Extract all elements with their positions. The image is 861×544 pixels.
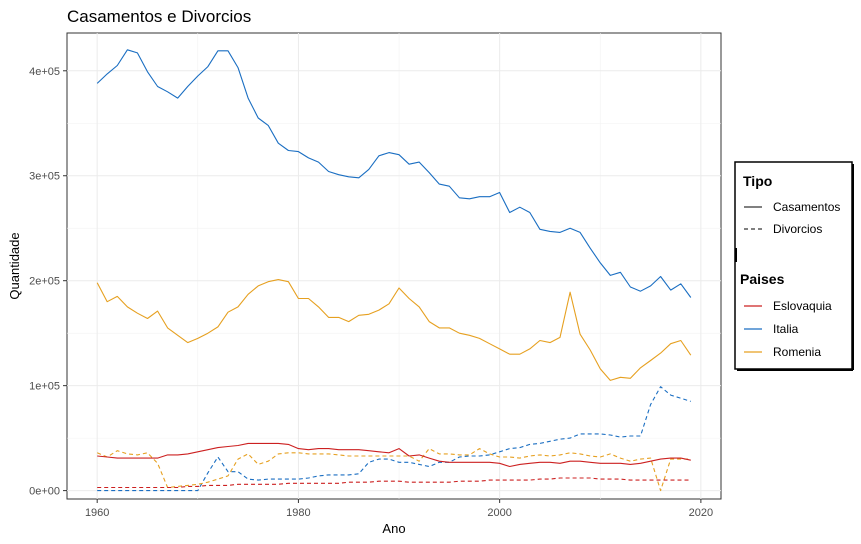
y-tick-label: 4e+05 xyxy=(29,66,60,78)
x-tick-label: 2020 xyxy=(689,507,713,519)
series-line-italia-divorcios xyxy=(97,386,691,492)
legend-paises-title: Paises xyxy=(740,271,785,287)
y-axis: 0e+00 1e+05 2e+05 3e+05 4e+05 xyxy=(29,66,67,498)
legend-label-italia: Italia xyxy=(773,322,799,336)
y-tick-label: 1e+05 xyxy=(29,381,60,393)
legend-label-romenia: Romenia xyxy=(773,345,821,359)
series-line-eslovaquia-casamentos xyxy=(97,442,691,468)
legend: Tipo Casamentos Divorcios Paises Eslovaq… xyxy=(734,161,854,371)
legend-label-divorcios: Divorcios xyxy=(773,222,822,236)
legend-label-eslovaquia: Eslovaquia xyxy=(773,299,832,313)
series-lines xyxy=(96,49,692,492)
series-line-romenia-casamentos xyxy=(96,279,692,381)
x-tick-label: 2000 xyxy=(487,507,511,519)
x-tick-label: 1980 xyxy=(286,507,310,519)
x-axis-title: Ano xyxy=(382,521,405,536)
series-line-italia-casamentos xyxy=(96,49,692,298)
legend-label-casamentos: Casamentos xyxy=(773,200,840,214)
x-axis: 1960 1980 2000 2020 xyxy=(85,499,713,519)
y-axis-title: Quantidade xyxy=(7,232,22,299)
legend-box xyxy=(734,161,853,370)
y-tick-label: 2e+05 xyxy=(29,276,60,288)
y-tick-label: 0e+00 xyxy=(29,486,60,498)
chart-title: Casamentos e Divorcios xyxy=(67,7,251,26)
x-tick-label: 1960 xyxy=(85,507,109,519)
plot-panel xyxy=(66,32,722,500)
series-line-eslovaquia-divorcios xyxy=(97,477,691,489)
legend-tipo-title: Tipo xyxy=(743,173,772,189)
y-tick-label: 3e+05 xyxy=(29,171,60,183)
